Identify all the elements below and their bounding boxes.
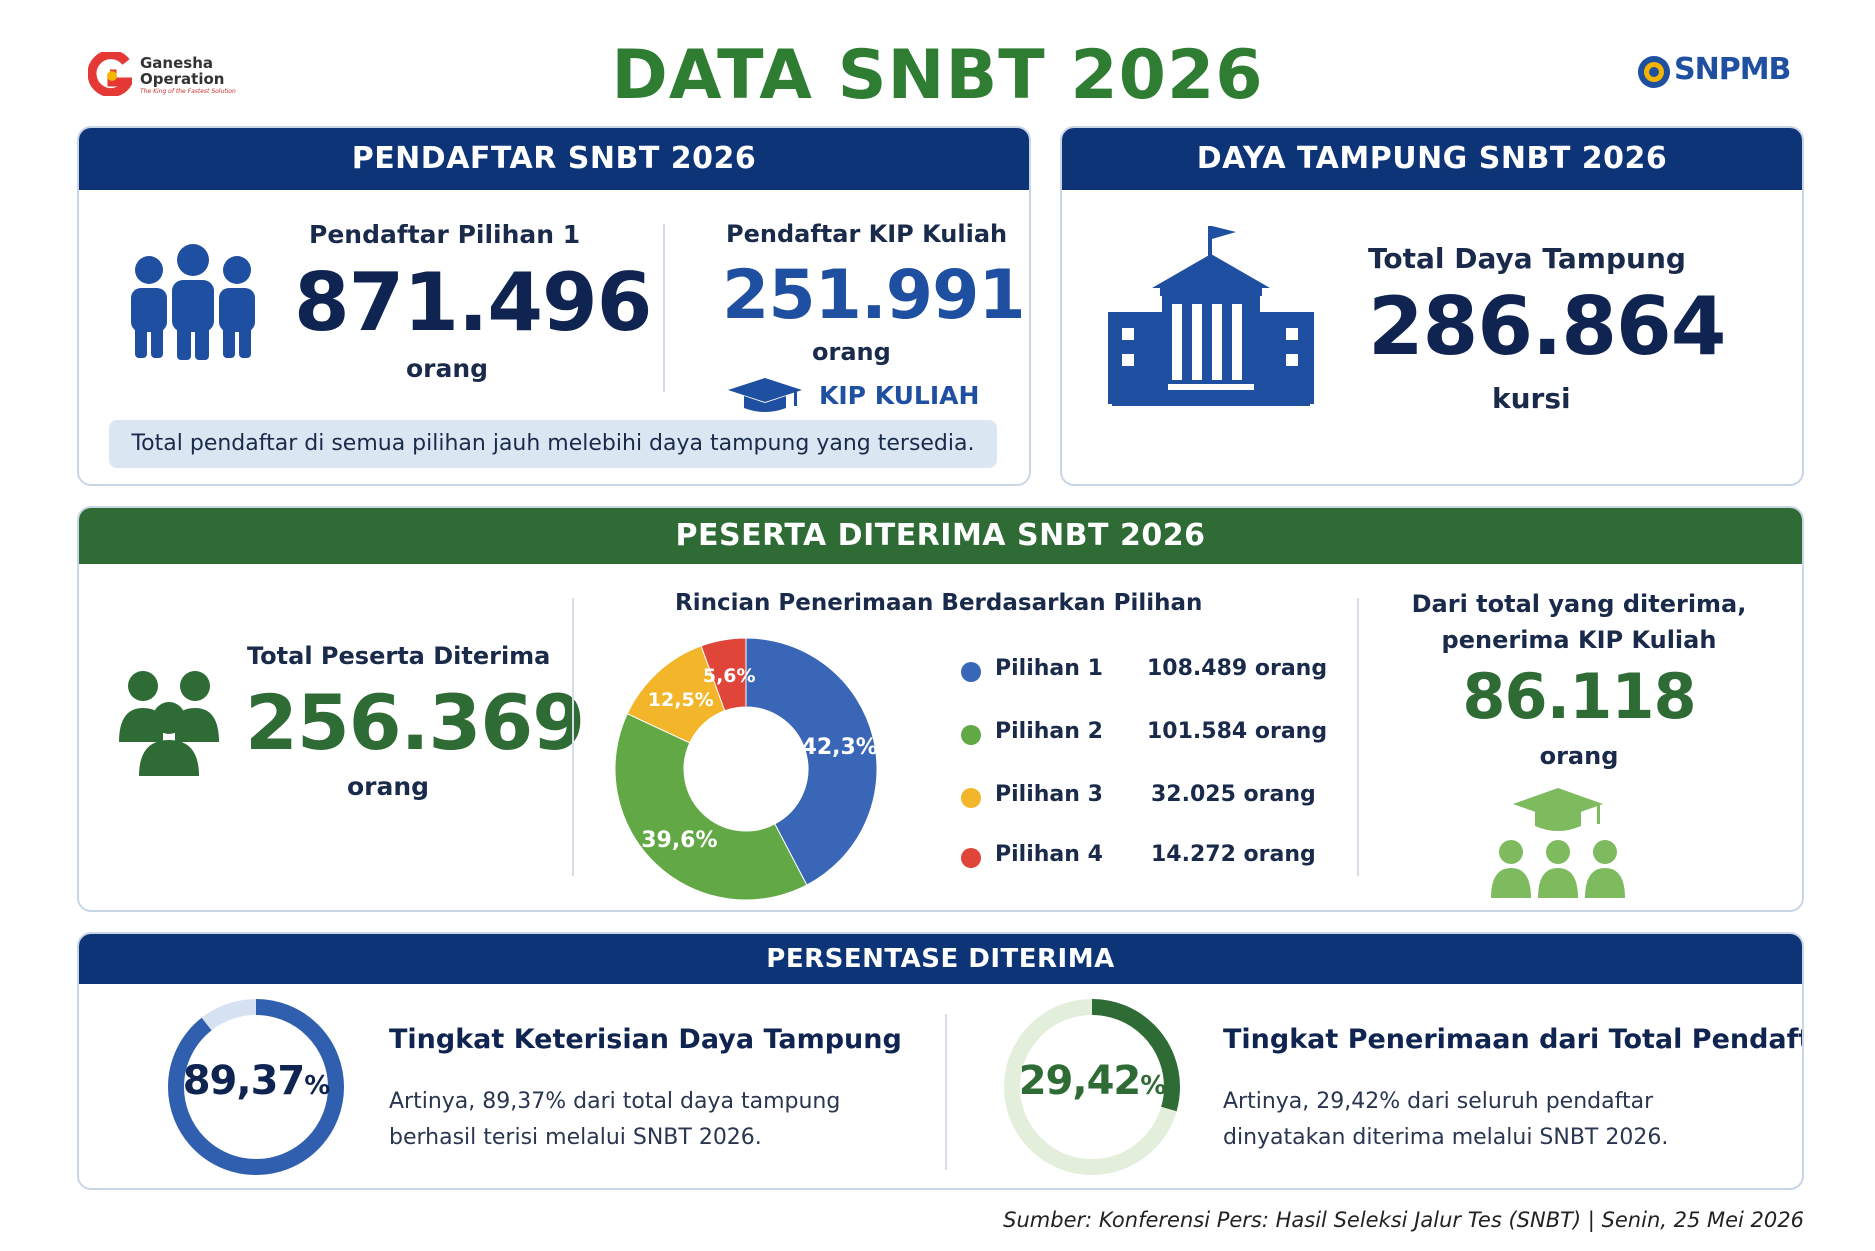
people-group-icon <box>131 244 255 360</box>
pendaftar-kip-label: Pendaftar KIP Kuliah <box>726 220 1008 248</box>
total-diterima-unit: orang <box>347 772 430 801</box>
penerimaan-desc: Artinya, 29,42% dari seluruh pendaftar d… <box>1223 1084 1723 1156</box>
keterisian-desc: Artinya, 89,37% dari total daya tampung … <box>389 1084 889 1156</box>
donut-label-2: 39,6% <box>641 828 717 853</box>
keterisian-ring-value: 89,37% <box>165 1058 347 1104</box>
persentase-card: PERSENTASE DITERIMA 89,37% Tingkat Keter… <box>77 932 1804 1190</box>
peserta-diterima-heading: PESERTA DITERIMA SNBT 2026 <box>79 508 1802 564</box>
logo-left-line2: Operation <box>140 70 225 88</box>
pendaftar-note: Total pendaftar di semua pilihan jauh me… <box>109 420 997 468</box>
pendaftar-divider <box>663 224 665 392</box>
daya-tampung-card: DAYA TAMPUNG SNBT 2026 Total Daya Tampun… <box>1060 126 1804 486</box>
legend-value-pilihan-2: 101.584 orang <box>1147 719 1328 744</box>
legend-item-pilihan-4: Pilihan 4 14.272 orang <box>961 842 1321 872</box>
pendaftar-heading: PENDAFTAR SNBT 2026 <box>79 128 1029 190</box>
kip-diterima-unit: orang <box>1539 742 1619 770</box>
snpmb-emblem-icon <box>1638 56 1670 88</box>
legend-item-pilihan-2: Pilihan 2 101.584 orang <box>961 719 1327 749</box>
keterisian-ring-number: 89,37 <box>182 1058 306 1104</box>
keterisian-desc-line2: berhasil terisi melalui SNBT 2026. <box>389 1125 762 1150</box>
kip-diterima-value: 86.118 <box>1462 660 1696 733</box>
kip-kuliah-badge: KIP KULIAH <box>819 381 980 410</box>
legend-label-pilihan-1: Pilihan 1 <box>995 656 1103 681</box>
persentase-divider <box>945 1014 947 1170</box>
donut-label-3: 12,5% <box>648 689 714 711</box>
pendaftar-kip-unit: orang <box>812 338 891 366</box>
total-diterima-label: Total Peserta Diterima <box>247 642 551 670</box>
pendaftar-pilihan1-value: 871.496 <box>294 256 652 349</box>
legend-dot-pilihan-4 <box>961 848 981 868</box>
total-diterima-value: 256.369 <box>245 678 585 767</box>
legend-dot-pilihan-3 <box>961 788 981 808</box>
legend-value-pilihan-1: 108.489 orang <box>1147 656 1328 681</box>
logo-right-text: SNPMB <box>1674 52 1791 87</box>
kip-diterima-line1: Dari total yang diterima, <box>1411 590 1747 618</box>
penerimaan-title: Tingkat Penerimaan dari Total Pendaftar <box>1223 1024 1804 1055</box>
penerimaan-ring-number: 29,42 <box>1018 1058 1142 1104</box>
legend-value-pilihan-4: 14.272 orang <box>1151 842 1316 867</box>
pendaftar-pilihan1-unit: orang <box>406 354 489 383</box>
chart-title: Rincian Penerimaan Berdasarkan Pilihan <box>675 590 1203 616</box>
daya-tampung-unit: kursi <box>1492 382 1571 415</box>
pendaftar-card: PENDAFTAR SNBT 2026 Pendaftar Pilihan 1 … <box>77 126 1031 486</box>
diterima-divider-left <box>572 598 574 876</box>
legend-label-pilihan-4: Pilihan 4 <box>995 842 1103 867</box>
legend-value-pilihan-3: 32.025 orang <box>1151 782 1316 807</box>
keterisian-ring-chart <box>168 999 344 1175</box>
pilihan-donut-chart: 42,3% 39,6% 12,5%5,6% <box>614 637 878 901</box>
ganesha-operation-logo: Ganesha Operation The King of the Fastes… <box>88 50 238 100</box>
page-title: DATA SNBT 2026 <box>611 36 1264 115</box>
daya-tampung-heading: DAYA TAMPUNG SNBT 2026 <box>1062 128 1802 190</box>
donut-label-1: 42,3% <box>802 735 878 760</box>
penerimaan-ring-percent: % <box>1140 1071 1166 1101</box>
keterisian-desc-line1: Artinya, 89,37% dari total daya tampung <box>389 1089 841 1114</box>
snpmb-logo: SNPMB <box>1636 52 1796 92</box>
penerimaan-desc-line2: dinyatakan diterima melalui SNBT 2026. <box>1223 1125 1669 1150</box>
legend-item-pilihan-3: Pilihan 3 32.025 orang <box>961 782 1321 812</box>
legend-item-pilihan-1: Pilihan 1 108.489 orang <box>961 656 1327 686</box>
graduates-icon <box>1491 788 1625 898</box>
peserta-diterima-card: PESERTA DITERIMA SNBT 2026 Total Peserta… <box>77 506 1804 912</box>
ring2-fill <box>1004 999 1180 1175</box>
diterima-divider-right <box>1357 598 1359 876</box>
donut-label-4: 5,6% <box>703 665 756 687</box>
kip-diterima-line2: penerima KIP Kuliah <box>1441 626 1717 654</box>
penerimaan-ring-value: 29,42% <box>1001 1058 1183 1104</box>
legend-dot-pilihan-1 <box>961 662 981 682</box>
graduation-cap-icon <box>728 378 802 412</box>
legend-label-pilihan-3: Pilihan 3 <box>995 782 1103 807</box>
legend-label-pilihan-2: Pilihan 2 <box>995 719 1103 744</box>
ring1-fill <box>168 999 344 1175</box>
keterisian-ring-percent: % <box>304 1071 330 1101</box>
daya-tampung-label: Total Daya Tampung <box>1368 242 1686 275</box>
donut-slice-2 <box>614 712 808 901</box>
persentase-heading: PERSENTASE DITERIMA <box>79 934 1802 984</box>
legend-dot-pilihan-2 <box>961 725 981 745</box>
daya-tampung-value: 286.864 <box>1368 280 1726 373</box>
donut-slice-1 <box>745 637 878 886</box>
logo-left-tagline: The King of the Fastest Solution <box>140 88 236 95</box>
keterisian-title: Tingkat Keterisian Daya Tampung <box>389 1024 902 1055</box>
pendaftar-kip-value: 251.991 <box>722 256 1026 335</box>
university-building-icon <box>1108 226 1314 406</box>
logo-left-line1: Ganesha <box>140 54 214 72</box>
pendaftar-pilihan1-label: Pendaftar Pilihan 1 <box>309 220 581 249</box>
penerimaan-desc-line1: Artinya, 29,42% dari seluruh pendaftar <box>1223 1089 1654 1114</box>
penerimaan-ring-chart <box>1004 999 1180 1175</box>
donut-slice-4 <box>700 637 747 712</box>
source-note: Sumber: Konferensi Pers: Hasil Seleksi J… <box>1003 1208 1804 1232</box>
ganesha-logo-icon <box>88 52 132 96</box>
people-group-green-icon <box>119 671 219 776</box>
